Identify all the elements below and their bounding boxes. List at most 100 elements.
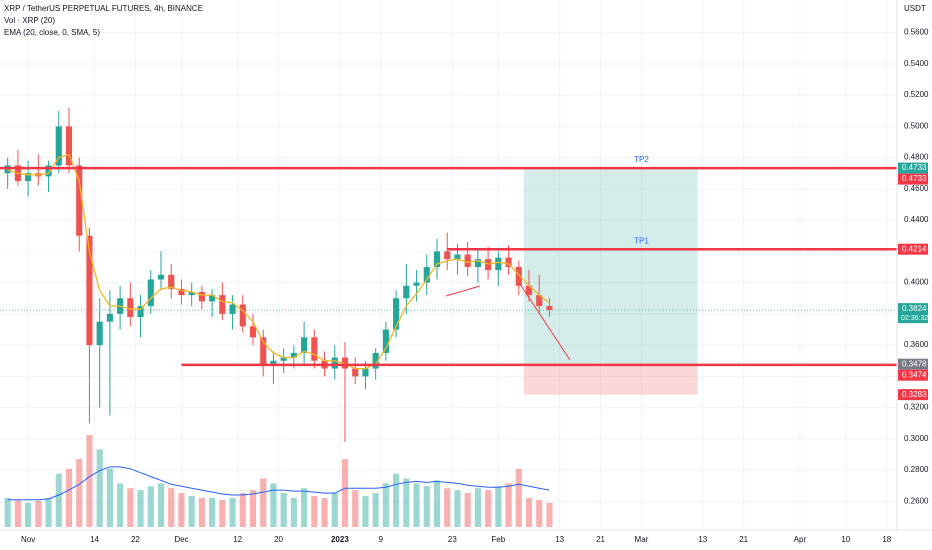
- volume-bar: [188, 495, 195, 527]
- y-tick-label: 0.4600: [904, 184, 929, 193]
- volume-bar: [4, 497, 11, 527]
- volume-bar: [219, 499, 226, 527]
- stop-zone: [523, 364, 698, 395]
- trend-line: [445, 285, 481, 297]
- y-tick-label: 0.5000: [904, 121, 929, 130]
- volume-bar: [209, 497, 216, 527]
- volume-bar: [536, 499, 543, 527]
- last-price-label: 0.3824: [902, 304, 927, 313]
- candle-body: [86, 235, 93, 346]
- volume-bar: [474, 488, 481, 527]
- volume-bar: [178, 493, 185, 527]
- ema-line: [7, 153, 550, 370]
- volume-bar: [372, 493, 379, 527]
- x-tick-label: Mar: [635, 535, 649, 544]
- volume-bar: [147, 486, 154, 527]
- candle-body: [147, 279, 154, 307]
- y-tick-label: 0.3600: [904, 340, 929, 349]
- candle-body: [485, 259, 492, 271]
- x-tick-label: Nov: [21, 535, 35, 544]
- y-tick-label: 0.3000: [904, 434, 929, 443]
- volume-bar: [423, 486, 430, 527]
- candle-body: [229, 304, 236, 314]
- candle-body: [270, 360, 277, 364]
- candle-body: [219, 295, 226, 314]
- candle-body: [536, 295, 543, 307]
- x-tick-label: 9: [379, 535, 384, 544]
- price-badge-label: 0.3474: [902, 370, 927, 379]
- y-tick-label: 0.4800: [904, 153, 929, 162]
- volume-bar: [239, 493, 246, 527]
- candle-body: [352, 368, 359, 377]
- price-badge-label: 0.3478: [902, 359, 927, 368]
- indicator-label: EMA (20, close, 0, SMA, 5): [4, 28, 100, 37]
- x-tick-label: Feb: [491, 535, 505, 544]
- x-tick-label: 2023: [331, 535, 349, 544]
- candle-body: [25, 173, 32, 182]
- grid: [0, 0, 897, 530]
- candle-body: [137, 306, 144, 317]
- x-tick-label: 13: [555, 535, 564, 544]
- candle-body: [168, 274, 175, 289]
- volume-bar: [311, 495, 318, 527]
- x-tick-label: 23: [448, 535, 457, 544]
- volume-bar: [433, 480, 441, 527]
- volume-bar: [505, 483, 512, 527]
- y-tick-label: 0.5600: [904, 28, 929, 37]
- y-tick-label: 0.4000: [904, 278, 929, 287]
- candle-body: [546, 306, 553, 311]
- volume-bar: [546, 502, 553, 527]
- candle-body: [65, 126, 73, 166]
- price-badge: [898, 243, 928, 255]
- price-badge-label: 0.4214: [902, 244, 927, 253]
- candle-body: [413, 282, 420, 286]
- volume-bar: [260, 478, 267, 527]
- volume-bar: [127, 488, 134, 527]
- candle-body: [301, 337, 308, 353]
- countdown: 02:36:32: [901, 315, 928, 322]
- volume-bar: [157, 483, 165, 527]
- volume-bar: [362, 495, 369, 527]
- x-tick-label: Apr: [794, 535, 807, 544]
- volume-bar: [403, 478, 410, 527]
- volume-bar: [382, 483, 389, 527]
- candle-body: [96, 321, 103, 346]
- y-tick-label: 0.3200: [904, 403, 929, 412]
- price-badge: [898, 162, 928, 174]
- candle-body: [433, 251, 441, 267]
- volume-bar: [280, 493, 287, 527]
- volume-bar: [331, 493, 338, 527]
- volume-bar: [198, 497, 205, 527]
- trend-line: [519, 283, 571, 361]
- x-tick-label: 21: [596, 535, 605, 544]
- volume-bar: [65, 468, 73, 527]
- volume-bar: [137, 490, 144, 527]
- volume-bar: [393, 473, 400, 527]
- price-badge: [898, 369, 928, 381]
- candle-body: [362, 368, 369, 377]
- price-badge: [898, 173, 928, 185]
- volume-bar: [352, 490, 359, 527]
- candle-body: [260, 337, 267, 364]
- volume-bar: [413, 483, 420, 527]
- candle-body: [127, 298, 134, 317]
- indicator-label: Vol · XRP (20): [4, 16, 55, 25]
- volume-bar: [321, 497, 328, 527]
- candle-body: [525, 285, 533, 296]
- x-tick-label: 13: [698, 535, 707, 544]
- candle-body: [55, 126, 62, 166]
- volume-bar: [454, 490, 461, 527]
- candle-body: [178, 288, 185, 296]
- volume-bar: [229, 497, 236, 527]
- volume-bar: [96, 449, 103, 527]
- candle-body: [382, 329, 389, 353]
- x-tick-label: 22: [131, 535, 140, 544]
- volume-bar: [45, 497, 52, 527]
- volume-bar: [14, 499, 21, 527]
- candle-body: [198, 292, 205, 302]
- candle-body: [393, 298, 400, 330]
- volume-bar: [168, 488, 175, 527]
- candle-body: [249, 326, 257, 338]
